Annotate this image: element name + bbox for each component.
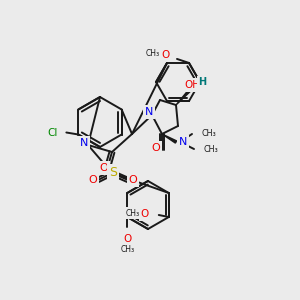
Text: CH₃: CH₃ <box>120 244 134 253</box>
Text: CH₃: CH₃ <box>146 50 160 58</box>
Text: N: N <box>179 137 187 147</box>
Text: CH₃: CH₃ <box>126 208 140 217</box>
Text: N: N <box>145 107 153 117</box>
Text: Cl: Cl <box>47 128 58 137</box>
Text: S: S <box>109 166 117 178</box>
Text: O: O <box>161 50 169 60</box>
Text: O: O <box>100 163 108 173</box>
Text: OH: OH <box>184 80 200 90</box>
Text: O: O <box>88 175 98 185</box>
Text: O: O <box>152 143 160 153</box>
Text: CH₃: CH₃ <box>201 130 216 139</box>
Text: O: O <box>129 175 137 185</box>
Text: O: O <box>141 209 149 219</box>
Text: N: N <box>80 138 88 148</box>
Text: H: H <box>198 77 206 87</box>
Text: O: O <box>123 234 131 244</box>
Text: CH₃: CH₃ <box>203 145 218 154</box>
Polygon shape <box>162 134 177 143</box>
Polygon shape <box>176 89 191 105</box>
